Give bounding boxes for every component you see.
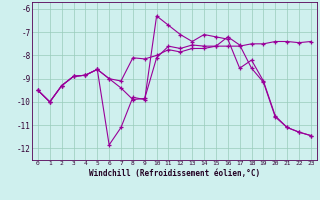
X-axis label: Windchill (Refroidissement éolien,°C): Windchill (Refroidissement éolien,°C): [89, 169, 260, 178]
